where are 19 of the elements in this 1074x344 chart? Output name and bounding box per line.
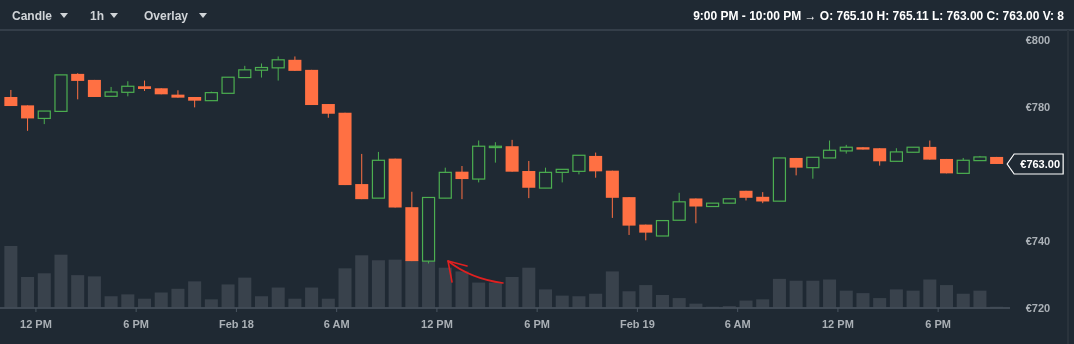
y-tick-label: €800 [1025, 34, 1051, 47]
x-tick-label: 6 PM [123, 318, 150, 330]
chart-subtitle: 9:00 PM - 10:00 PM → O: 765.10 H: 765.11 L: 763.00 C: 763.00 V: 8 [693, 9, 1065, 23]
x-tick-label: 6 AM [724, 318, 751, 330]
x-tick-label: 12 PM [421, 318, 453, 330]
y-tick-label: €740 [1025, 235, 1051, 248]
text: 1h [90, 9, 105, 23]
text: Candle [12, 9, 53, 23]
x-tick-label: 6 PM [524, 318, 551, 330]
x-tick-label: 6 AM [323, 318, 350, 330]
x-tick-label: Feb 18 [218, 318, 254, 330]
x-tick-label: 12 PM [822, 318, 854, 330]
text: Overlay [144, 9, 189, 23]
y-tick-label: €720 [1025, 302, 1051, 314]
x-tick-label: Feb 19 [619, 318, 655, 330]
annotation: €763.00 [1020, 157, 1061, 170]
y-tick-label: €780 [1025, 101, 1051, 114]
x-tick-label: 12 PM [20, 318, 52, 330]
x-tick-label: 6 PM [925, 318, 951, 330]
